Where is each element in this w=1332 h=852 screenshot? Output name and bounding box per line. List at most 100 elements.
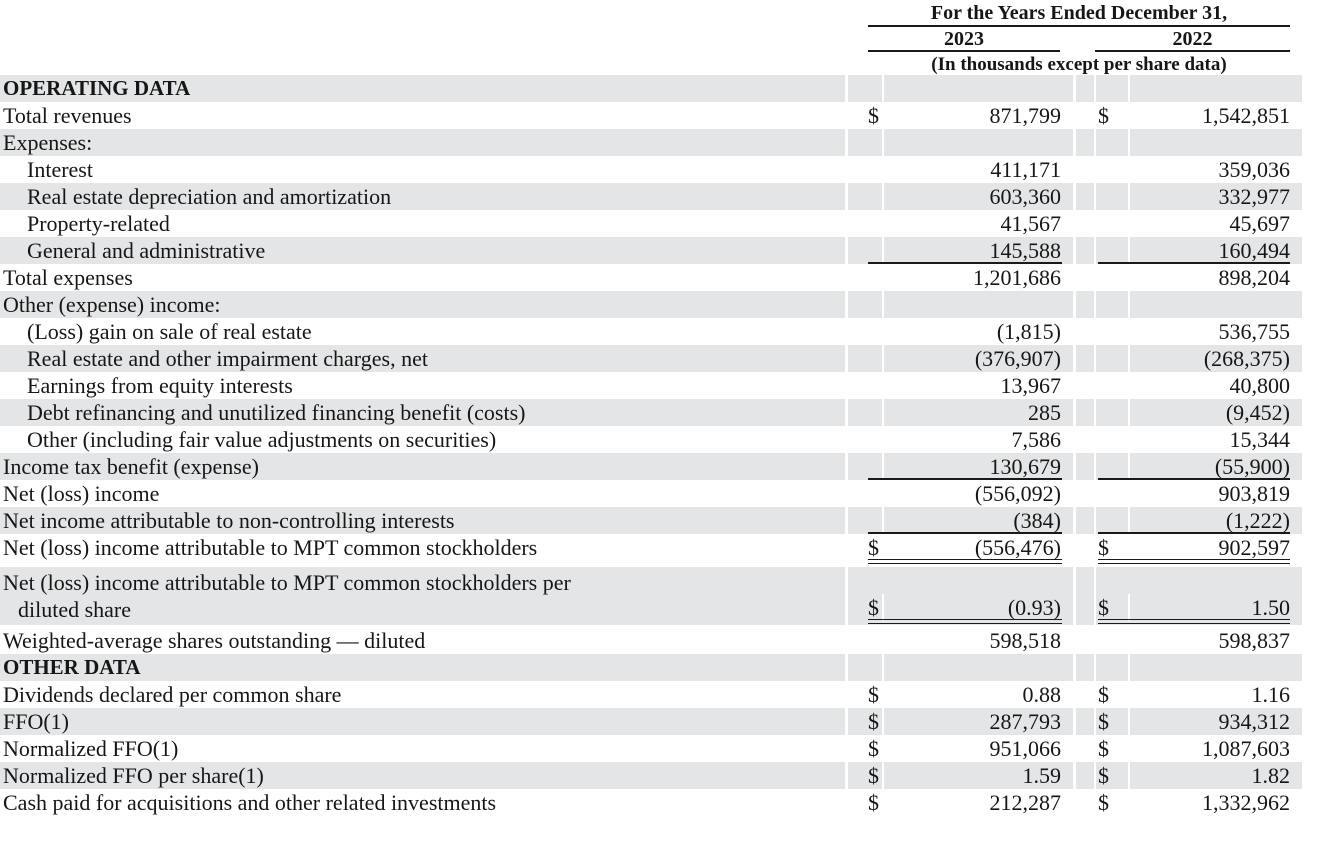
table-row: Dividends declared per common share $0.88… [0,681,1332,708]
cell-2022: 332,977 [1096,183,1302,210]
table-row: Earnings from equity interests 13,967 40,8… [0,372,1332,399]
value-2022 [1128,75,1302,102]
cell-2023: (1,815) [848,318,1073,345]
dollar-sign-2022 [1096,129,1128,156]
value-2023: (376,907) [882,345,1073,372]
value-2022 [1128,291,1302,318]
dollar-sign-2023 [848,627,882,654]
dollar-sign-2022 [1096,75,1128,102]
cell-2022: 15,344 [1096,426,1302,453]
table-row: Total expenses 1,201,686 898,204 [0,264,1332,291]
row-right-margin [1302,264,1332,291]
row-right-margin [1302,345,1332,372]
value-2022: 15,344 [1128,426,1302,453]
value-2023: 951,066 [882,735,1073,762]
cell-2022 [1096,291,1302,318]
column-header-2023: 2023 [868,29,1060,52]
table-row: General and administrative 145,588 160,494 [0,237,1332,264]
dollar-sign-2023 [848,291,882,318]
value-2022: (268,375) [1128,345,1302,372]
table-row: Net (loss) income attributable to MPT co… [0,567,1332,625]
cell-2022: $1.50 [1096,567,1302,625]
cell-2022: $1.82 [1096,762,1302,789]
cell-2022: 45,697 [1096,210,1302,237]
table-row: Cash paid for acquisitions and other rel… [0,789,1332,816]
row-right-margin [1302,426,1332,453]
cell-2022: (1,222) [1096,507,1302,534]
dollar-sign-2022: $ [1098,763,1109,788]
row-label: Net (loss) income attributable to MPT co… [3,535,538,560]
column-spacer [1076,129,1094,156]
value-2022 [1128,129,1302,156]
value-2022: 536,755 [1128,318,1302,345]
dollar-sign-2023 [848,426,882,453]
cell-2023: $287,793 [848,708,1073,735]
cell-2023: $871,799 [848,102,1073,129]
row-label: Interest [27,157,93,182]
dollar-sign-2022 [1096,453,1128,480]
table-body: OPERATING DATA Total revenues $871,799 $1,5… [0,75,1332,816]
row-right-margin [1302,210,1332,237]
dollar-sign-2022: $ [1098,682,1109,707]
row-label: Expenses: [0,129,845,156]
value-2022 [1128,654,1302,681]
row-right-margin [1302,789,1332,816]
row-label: Total expenses [3,265,133,290]
dollar-sign-2022 [1096,210,1128,237]
row-label: Weighted-average shares outstanding — di… [3,628,426,653]
cell-2023: 411,171 [848,156,1073,183]
cell-2022: 903,819 [1096,480,1302,507]
dollar-sign-2023 [848,318,882,345]
row-right-margin [1302,762,1332,789]
dollar-sign-2023 [848,75,882,102]
value-2022: (55,900) [1128,453,1302,480]
dollar-sign-2023: $ [868,535,879,560]
row-label: General and administrative [0,237,845,264]
cell-2022: $934,312 [1096,708,1302,735]
cell-2023: 1,201,686 [848,264,1073,291]
value-2022: 160,494 [1128,237,1302,264]
dollar-sign-2022 [1096,507,1128,534]
row-right-margin [1302,399,1332,426]
dollar-sign-2022 [1096,318,1128,345]
value-2023: 285 [882,399,1073,426]
value-2022: (1,222) [1128,507,1302,534]
value-2023: 41,567 [882,210,1073,237]
cell-2022 [1096,75,1302,102]
dollar-sign-2022 [1096,183,1128,210]
value-2023: 598,518 [882,627,1073,654]
row-right-margin [1302,480,1332,507]
table-row: Debt refinancing and unutilized financin… [0,399,1332,426]
dollar-sign-2022 [1096,654,1128,681]
column-spacer [1076,480,1094,507]
cell-2023 [848,291,1073,318]
row-label: Net (loss) income attributable to MPT co… [0,567,845,625]
table-row: FFO(1) $287,793 $934,312 [0,708,1332,735]
row-right-margin [1302,237,1332,264]
dollar-sign-2023 [848,345,882,372]
table-row: OTHER DATA [0,654,1332,681]
cell-2023: $212,287 [848,789,1073,816]
table-row: Other (expense) income: [0,291,1332,318]
cell-2022: (268,375) [1096,345,1302,372]
column-spacer [1076,183,1094,210]
table-row: Normalized FFO per share(1) $1.59 $1.82 [0,762,1332,789]
dollar-sign-2023: $ [868,736,879,761]
table-row: Net income attributable to non-controlli… [0,507,1332,534]
row-label: Other (expense) income: [0,291,845,318]
value-2023: 130,679 [882,453,1073,480]
value-2022: 1.16 [1128,681,1302,708]
period-header: For the Years Ended December 31, [868,2,1290,27]
dollar-sign-2023 [848,507,882,534]
cell-2023: 13,967 [848,372,1073,399]
value-2023: 411,171 [882,156,1073,183]
column-header-2022: 2022 [1095,29,1290,52]
column-spacer [1076,102,1094,129]
row-right-margin [1302,183,1332,210]
dollar-sign-2023 [848,399,882,426]
cell-2022: (55,900) [1096,453,1302,480]
dollar-sign-2022 [1096,480,1128,507]
row-label: Real estate depreciation and amortizatio… [0,183,845,210]
column-spacer [1076,507,1094,534]
